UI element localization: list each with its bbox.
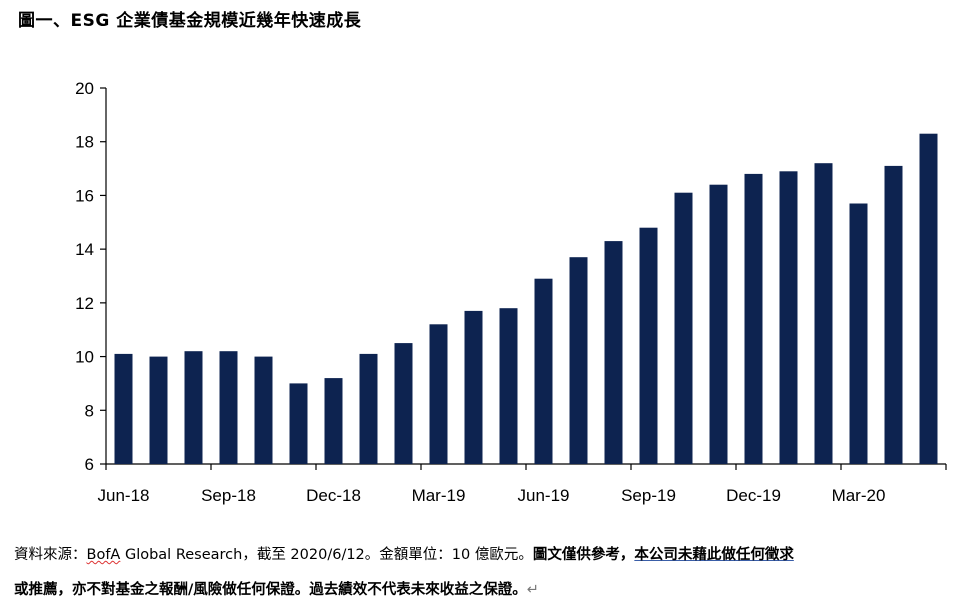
bar — [464, 310, 483, 464]
x-axis: Jun-18 Sep-18 Dec-18 Mar-19 Jun-19 Sep-19 Dec-… — [98, 463, 947, 505]
bar — [779, 171, 798, 465]
bar — [569, 257, 588, 464]
y-tick-label: 14 — [75, 240, 94, 259]
bar — [429, 324, 448, 464]
source-detail: Global Research，截至 2020/6/12。金額單位：10 億歐元… — [120, 547, 533, 563]
bar — [114, 353, 133, 464]
disclaimer-b: 本公司未藉此做任何徵求 — [634, 547, 794, 563]
source-name: BofA — [86, 547, 121, 563]
bar — [639, 227, 658, 464]
y-tick-label: 12 — [75, 294, 94, 313]
y-tick-label: 8 — [85, 401, 94, 420]
bar — [324, 378, 343, 464]
bar — [219, 351, 238, 464]
bars — [114, 133, 938, 465]
source-note: 資料來源：BofA Global Research，截至 2020/6/12。金… — [14, 543, 794, 564]
bar — [184, 351, 203, 464]
bar — [814, 163, 833, 464]
bar — [289, 383, 308, 464]
y-tick-label: 10 — [75, 348, 94, 367]
bar — [499, 308, 518, 464]
bar — [674, 192, 693, 464]
bar — [884, 165, 903, 464]
x-tick-label: Dec-19 — [726, 486, 781, 505]
bar — [534, 278, 553, 464]
y-tick-label: 20 — [75, 79, 94, 98]
bar — [919, 133, 938, 464]
x-tick-label: Sep-19 — [621, 486, 676, 505]
bar — [254, 356, 273, 464]
disclaimer-line2: 或推薦，亦不對基金之報酬/風險做任何保證。過去績效不代表未來收益之保證。 — [14, 582, 527, 598]
x-tick-label: Sep-18 — [201, 486, 256, 505]
chart-title: 圖一、ESG 企業債基金規模近幾年快速成長 — [18, 11, 362, 31]
paragraph-mark: ↵ — [526, 582, 539, 598]
bar — [394, 343, 413, 464]
y-tick-label: 18 — [75, 133, 94, 152]
y-tick-label: 16 — [75, 186, 94, 205]
bar — [744, 173, 763, 464]
bar — [149, 356, 168, 464]
y-axis: 6 8 10 12 14 16 18 20 — [75, 79, 107, 474]
x-tick-label: Jun-18 — [98, 486, 150, 505]
x-tick-label: Mar-20 — [832, 486, 886, 505]
x-tick-label: Dec-18 — [306, 486, 361, 505]
source-prefix: 資料來源： — [14, 547, 87, 563]
x-tick-label: Mar-19 — [412, 486, 466, 505]
bar — [359, 353, 378, 464]
bar — [604, 241, 623, 464]
disclaimer-note: 或推薦，亦不對基金之報酬/風險做任何保證。過去績效不代表未來收益之保證。↵ — [14, 578, 539, 599]
bar — [709, 184, 728, 464]
x-tick-label: Jun-19 — [518, 486, 570, 505]
bar — [849, 203, 868, 464]
disclaimer-a: 圖文僅供參考， — [532, 547, 635, 563]
y-tick-label: 6 — [85, 455, 94, 474]
